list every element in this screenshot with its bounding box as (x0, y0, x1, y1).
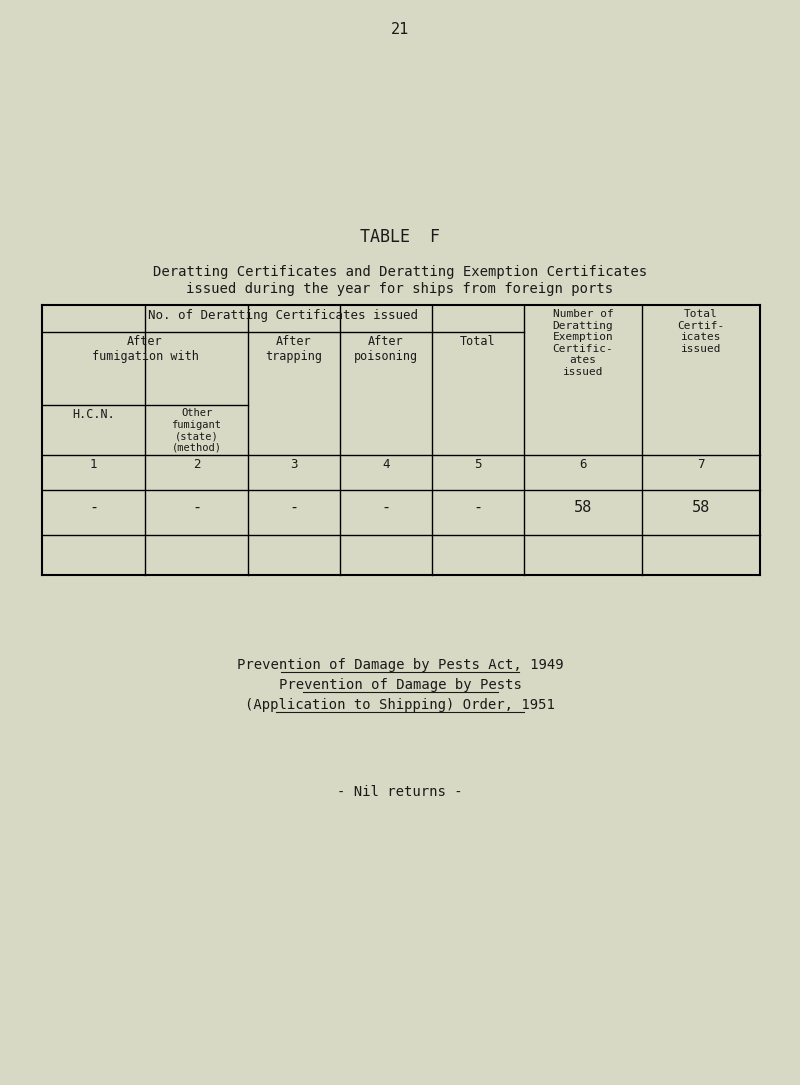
Text: -: - (89, 500, 98, 515)
Text: After
trapping: After trapping (266, 335, 322, 363)
Text: -: - (290, 500, 298, 515)
Text: 21: 21 (391, 22, 409, 37)
Text: -: - (192, 500, 201, 515)
Text: (Application to Shipping) Order, 1951: (Application to Shipping) Order, 1951 (245, 698, 555, 712)
Text: Prevention of Damage by Pests: Prevention of Damage by Pests (278, 678, 522, 692)
Text: TABLE  F: TABLE F (360, 228, 440, 246)
Text: -: - (382, 500, 390, 515)
Text: Prevention of Damage by Pests Act, 1949: Prevention of Damage by Pests Act, 1949 (237, 658, 563, 672)
Text: Total
Certif-
icates
issued: Total Certif- icates issued (678, 309, 725, 354)
Text: After
fumigation with: After fumigation with (91, 335, 198, 363)
Text: 58: 58 (574, 500, 592, 515)
Text: 58: 58 (692, 500, 710, 515)
Text: Other
fumigant
(state)
(method): Other fumigant (state) (method) (171, 408, 222, 452)
Text: 1: 1 (90, 458, 98, 471)
Text: Number of
Deratting
Exemption
Certific-
ates
issued: Number of Deratting Exemption Certific- … (553, 309, 614, 376)
Text: 7: 7 (698, 458, 705, 471)
Text: Total: Total (460, 335, 496, 348)
Text: H.C.N.: H.C.N. (72, 408, 115, 421)
Text: After
poisoning: After poisoning (354, 335, 418, 363)
Text: 5: 5 (474, 458, 482, 471)
Text: 6: 6 (579, 458, 586, 471)
Text: Deratting Certificates and Deratting Exemption Certificates: Deratting Certificates and Deratting Exe… (153, 265, 647, 279)
Text: 2: 2 (193, 458, 200, 471)
Text: No. of Deratting Certificates issued: No. of Deratting Certificates issued (148, 309, 418, 322)
Text: 4: 4 (382, 458, 390, 471)
Text: issued during the year for ships from foreign ports: issued during the year for ships from fo… (186, 282, 614, 296)
Text: - Nil returns -: - Nil returns - (337, 786, 463, 799)
Text: 3: 3 (290, 458, 298, 471)
Text: -: - (474, 500, 482, 515)
